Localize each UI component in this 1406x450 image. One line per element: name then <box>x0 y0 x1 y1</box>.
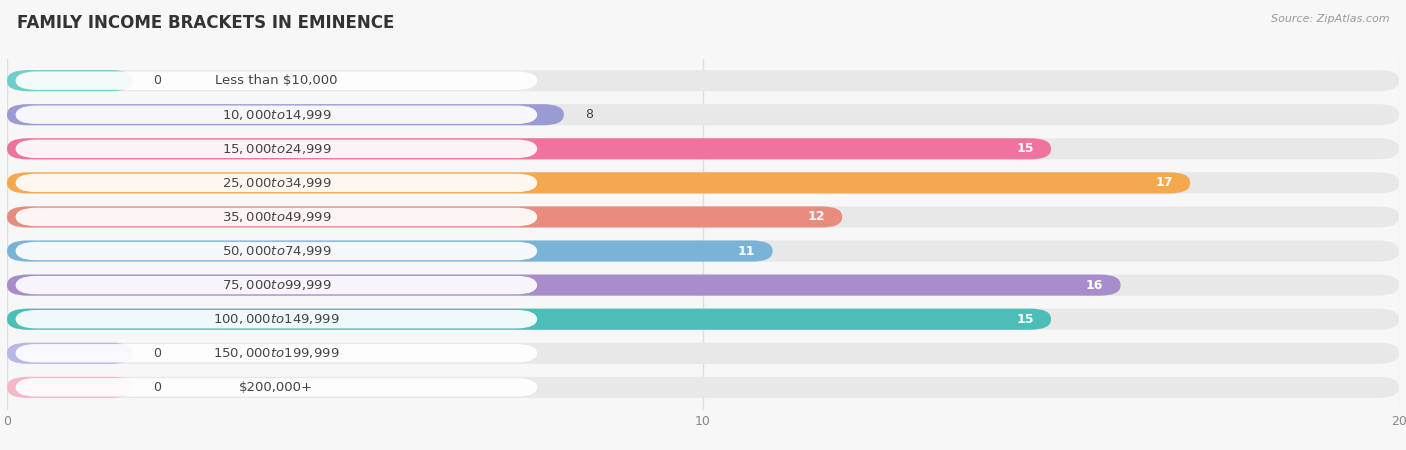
FancyBboxPatch shape <box>15 106 537 124</box>
Text: 17: 17 <box>1156 176 1173 189</box>
Text: Source: ZipAtlas.com: Source: ZipAtlas.com <box>1271 14 1389 23</box>
FancyBboxPatch shape <box>7 70 1399 91</box>
FancyBboxPatch shape <box>15 276 537 294</box>
FancyBboxPatch shape <box>7 70 132 91</box>
Text: 15: 15 <box>1017 142 1033 155</box>
FancyBboxPatch shape <box>7 343 1399 364</box>
Text: $35,000 to $49,999: $35,000 to $49,999 <box>222 210 332 224</box>
Text: 16: 16 <box>1085 279 1104 292</box>
Text: 0: 0 <box>153 381 162 394</box>
FancyBboxPatch shape <box>15 208 537 226</box>
Text: $15,000 to $24,999: $15,000 to $24,999 <box>222 142 332 156</box>
Text: $75,000 to $99,999: $75,000 to $99,999 <box>222 278 332 292</box>
FancyBboxPatch shape <box>7 104 564 125</box>
Text: $200,000+: $200,000+ <box>239 381 314 394</box>
FancyBboxPatch shape <box>15 310 537 328</box>
FancyBboxPatch shape <box>7 343 132 364</box>
FancyBboxPatch shape <box>15 174 537 192</box>
Text: 8: 8 <box>585 108 593 121</box>
FancyBboxPatch shape <box>7 274 1121 296</box>
FancyBboxPatch shape <box>7 377 1399 398</box>
Text: 15: 15 <box>1017 313 1033 326</box>
FancyBboxPatch shape <box>7 207 842 228</box>
Text: $25,000 to $34,999: $25,000 to $34,999 <box>222 176 332 190</box>
Text: $50,000 to $74,999: $50,000 to $74,999 <box>222 244 332 258</box>
FancyBboxPatch shape <box>7 377 132 398</box>
FancyBboxPatch shape <box>7 138 1052 159</box>
Text: $10,000 to $14,999: $10,000 to $14,999 <box>222 108 332 122</box>
FancyBboxPatch shape <box>7 172 1399 194</box>
FancyBboxPatch shape <box>7 240 1399 261</box>
FancyBboxPatch shape <box>7 309 1052 330</box>
Text: 0: 0 <box>153 347 162 360</box>
FancyBboxPatch shape <box>7 138 1399 159</box>
Text: 12: 12 <box>807 211 825 224</box>
FancyBboxPatch shape <box>15 242 537 260</box>
Text: 11: 11 <box>738 244 755 257</box>
FancyBboxPatch shape <box>15 72 537 90</box>
Text: FAMILY INCOME BRACKETS IN EMINENCE: FAMILY INCOME BRACKETS IN EMINENCE <box>17 14 394 32</box>
FancyBboxPatch shape <box>15 378 537 396</box>
FancyBboxPatch shape <box>7 240 773 261</box>
FancyBboxPatch shape <box>7 207 1399 228</box>
Text: 0: 0 <box>153 74 162 87</box>
Text: $150,000 to $199,999: $150,000 to $199,999 <box>214 346 340 360</box>
FancyBboxPatch shape <box>15 344 537 362</box>
FancyBboxPatch shape <box>15 140 537 158</box>
Text: Less than $10,000: Less than $10,000 <box>215 74 337 87</box>
FancyBboxPatch shape <box>7 309 1399 330</box>
FancyBboxPatch shape <box>7 104 1399 125</box>
Text: $100,000 to $149,999: $100,000 to $149,999 <box>214 312 340 326</box>
FancyBboxPatch shape <box>7 274 1399 296</box>
FancyBboxPatch shape <box>7 172 1191 194</box>
